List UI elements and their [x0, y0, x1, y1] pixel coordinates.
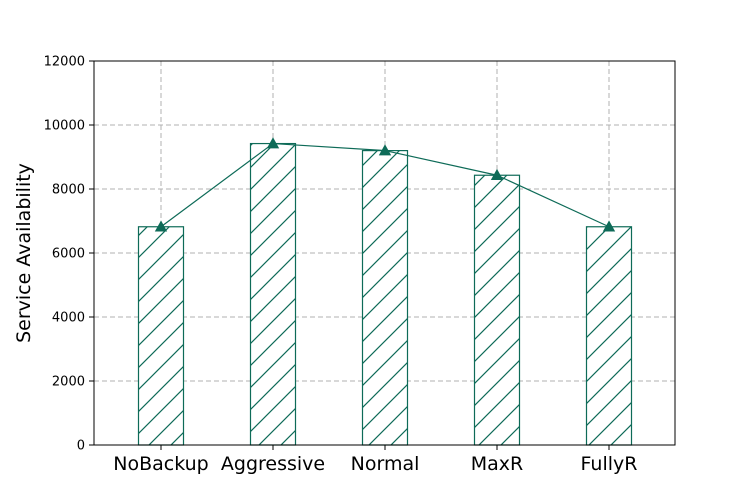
- y-tick-label: 8000: [52, 183, 85, 198]
- y-tick-label: 12000: [44, 55, 85, 70]
- bar-maxr: [473, 174, 521, 446]
- y-tick-label: 4000: [52, 311, 85, 326]
- bar-aggressive: [249, 142, 297, 446]
- y-tick-label: 6000: [52, 247, 85, 262]
- series-marker: [490, 168, 504, 181]
- bar-nobackup: [137, 226, 185, 446]
- y-tick-label: 10000: [44, 119, 85, 134]
- bars-layer: [137, 142, 633, 446]
- bar-normal: [361, 150, 409, 446]
- x-tick-label: Normal: [351, 453, 420, 475]
- x-tick-label: MaxR: [471, 453, 523, 475]
- x-tick-label: FullyR: [581, 453, 638, 475]
- series-marker: [378, 144, 392, 156]
- line-layer: [154, 137, 616, 232]
- bar-fullyr: [585, 226, 633, 446]
- ticks-layer: 0 2000 4000 6000 8000 10000 12000 NoBackup Aggre…: [44, 55, 638, 476]
- series-marker: [266, 137, 280, 149]
- y-tick-label: 0: [77, 439, 85, 454]
- y-tick-label: 2000: [52, 375, 85, 390]
- x-tick-label: Aggressive: [221, 453, 325, 475]
- y-axis-title: Service Availability: [13, 163, 35, 343]
- series-marker: [154, 220, 168, 232]
- series-marker: [602, 220, 616, 232]
- x-tick-label: NoBackup: [113, 453, 208, 475]
